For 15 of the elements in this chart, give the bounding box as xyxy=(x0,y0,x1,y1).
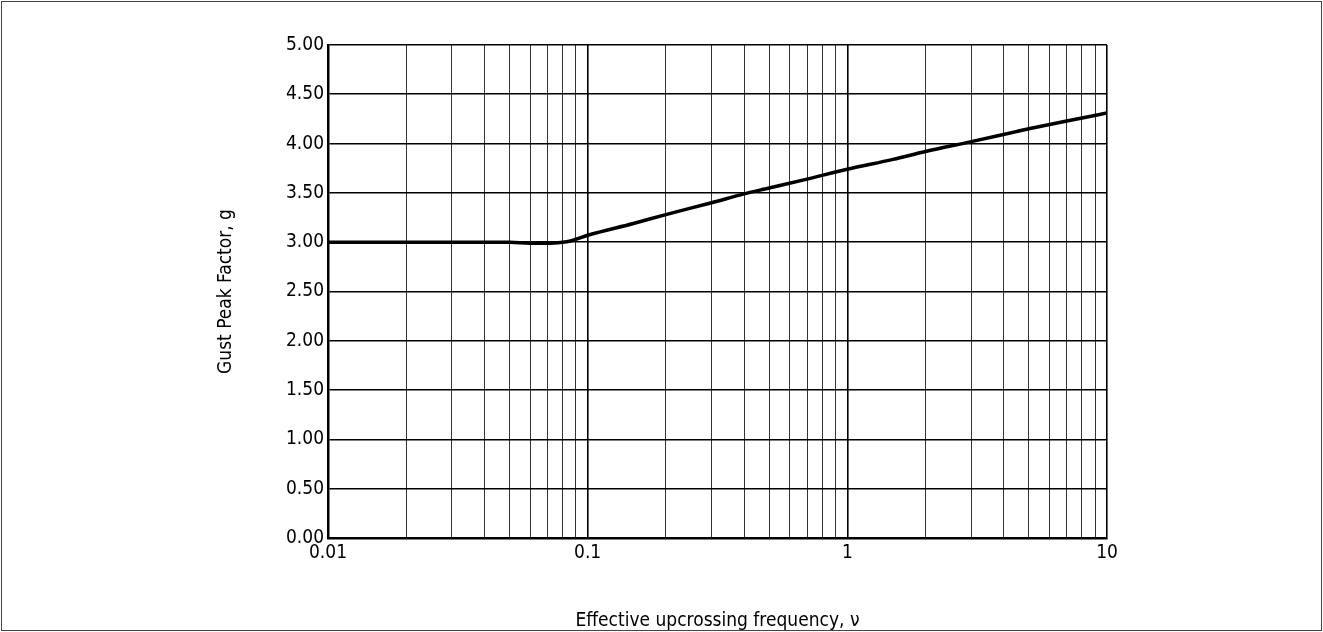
y-tick-label: 4.50 xyxy=(285,81,324,104)
y-tick-label: 2.50 xyxy=(285,278,324,301)
x-tick-label: 10 xyxy=(1096,540,1118,563)
y-tick-label: 2.00 xyxy=(285,327,324,350)
y-tick-label: 1.50 xyxy=(285,377,324,400)
y-tick-label: 3.00 xyxy=(285,229,324,252)
x-tick-label: 0.1 xyxy=(574,540,602,563)
y-tick-label: 1.00 xyxy=(285,426,324,449)
y-tick-label: 0.50 xyxy=(285,475,324,498)
y-tick-label: 5.00 xyxy=(285,31,324,54)
y-tick-label: 4.00 xyxy=(285,130,324,153)
x-axis-title: Effective upcrossing frequency, ν xyxy=(575,607,860,630)
y-axis-title: Gust Peak Factor, g xyxy=(213,209,236,374)
x-tick-label: 1 xyxy=(841,540,853,563)
y-tick-label: 3.50 xyxy=(285,179,324,202)
